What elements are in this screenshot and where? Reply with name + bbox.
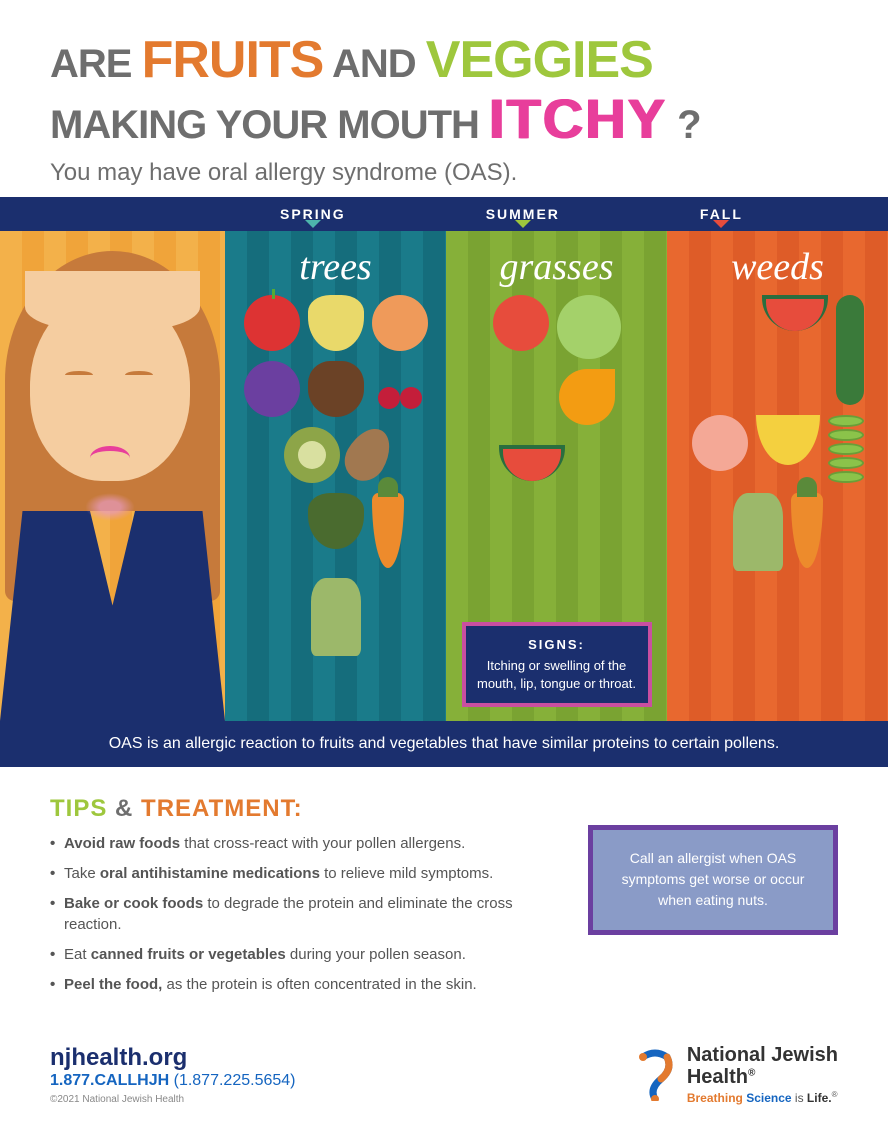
- column-label-grasses: grasses: [456, 245, 657, 289]
- column-label-weeds: weeds: [677, 245, 878, 289]
- logo-icon: [633, 1049, 677, 1101]
- trees-fruit-grid: [235, 295, 436, 656]
- footer-copyright: ©2021 National Jewish Health: [50, 1094, 295, 1105]
- title-word-making: MAKING YOUR MOUTH: [50, 103, 479, 147]
- avocado-icon: [308, 493, 364, 549]
- celery-icon: [733, 493, 783, 571]
- watermelon-icon: [499, 445, 565, 481]
- peach-icon: [372, 295, 428, 351]
- apple-icon: [244, 295, 300, 351]
- column-weeds: weeds: [667, 231, 888, 721]
- orange-slice-icon: [559, 369, 615, 425]
- footer-phone: 1.877.CALLHJH (1.877.225.5654): [50, 1072, 295, 1090]
- footer-url: njhealth.org: [50, 1044, 295, 1072]
- season-banner: SPRING SUMMER FALL: [0, 197, 888, 231]
- org-tagline: Breathing Science is Life.®: [687, 1090, 838, 1105]
- person-illustration: [0, 231, 225, 721]
- explainer-bar: OAS is an allergic reaction to fruits an…: [0, 721, 888, 767]
- column-label-trees: trees: [235, 245, 436, 289]
- tips-title-treatment: TREATMENT:: [141, 795, 303, 822]
- column-grasses: grasses SIGNS: Itching or swelling of th…: [446, 231, 667, 721]
- logo-text: National JewishHealth® Breathing Science…: [687, 1044, 838, 1105]
- title-word-are: ARE: [50, 42, 131, 86]
- tips-list: Avoid raw foods that cross-react with yo…: [50, 833, 558, 995]
- plum-icon: [244, 361, 300, 417]
- footer-logo: National JewishHealth® Breathing Science…: [633, 1044, 838, 1105]
- signs-title: SIGNS:: [474, 636, 640, 654]
- season-label-spring: SPRING: [280, 206, 346, 222]
- header: ARE FRUITS AND VEGGIES MAKING YOUR MOUTH…: [0, 0, 888, 197]
- title-question-mark: ?: [677, 103, 700, 147]
- grasses-fruit-grid: [456, 295, 657, 481]
- tip-item: Take oral antihistamine medications to r…: [50, 863, 558, 884]
- weeds-fruit-grid: [677, 295, 878, 571]
- season-label-summer: SUMMER: [486, 206, 560, 222]
- tip-item: Bake or cook foods to degrade the protei…: [50, 893, 558, 935]
- carrot-icon: [791, 493, 823, 568]
- tips-title-tips: TIPS: [50, 795, 107, 822]
- column-trees: trees: [225, 231, 446, 721]
- cherry-icon: [372, 361, 428, 417]
- cucumber-slices-icon: [828, 415, 864, 483]
- title-line-1: ARE FRUITS AND VEGGIES: [50, 30, 838, 90]
- tip-item: Avoid raw foods that cross-react with yo…: [50, 833, 558, 854]
- title-word-and: AND: [332, 42, 416, 86]
- season-label-fall: FALL: [700, 206, 743, 222]
- tips-section: TIPS & TREATMENT: Avoid raw foods that c…: [0, 767, 888, 1014]
- banana-icon: [756, 415, 820, 465]
- tips-title-amp: &: [115, 795, 133, 822]
- carrot-icon: [372, 493, 404, 568]
- signs-box: SIGNS: Itching or swelling of the mouth,…: [462, 622, 652, 707]
- allergist-callout: Call an allergist when OAS symptoms get …: [588, 825, 838, 935]
- signs-text: Itching or swelling of the mouth, lip, t…: [477, 658, 636, 691]
- peach-icon: [692, 415, 748, 471]
- celery-icon: [311, 578, 361, 656]
- title-word-itchy: ITCHY: [489, 87, 667, 150]
- tomato-icon: [493, 295, 549, 351]
- tips-title: TIPS & TREATMENT:: [50, 795, 558, 823]
- title-line-2: MAKING YOUR MOUTH ITCHY ?: [50, 86, 838, 151]
- subtitle: You may have oral allergy syndrome (OAS)…: [50, 159, 838, 187]
- main-illustration: trees grasses: [0, 231, 888, 721]
- cucumber-icon: [836, 295, 864, 405]
- pear-icon: [308, 295, 364, 351]
- tip-item: Eat canned fruits or vegetables during y…: [50, 944, 558, 965]
- footer: njhealth.org 1.877.CALLHJH (1.877.225.56…: [0, 1014, 888, 1125]
- kiwi-icon: [284, 427, 340, 483]
- chestnut-icon: [308, 361, 364, 417]
- watermelon-icon: [762, 295, 828, 331]
- tip-item: Peel the food, as the protein is often c…: [50, 974, 558, 995]
- tips-list-container: TIPS & TREATMENT: Avoid raw foods that c…: [50, 795, 558, 1004]
- org-name: National JewishHealth®: [687, 1044, 838, 1088]
- title-word-fruits: FRUITS: [142, 31, 324, 89]
- melon-icon: [557, 295, 621, 359]
- footer-contact: njhealth.org 1.877.CALLHJH (1.877.225.56…: [50, 1044, 295, 1105]
- title-word-veggies: VEGGIES: [426, 31, 653, 89]
